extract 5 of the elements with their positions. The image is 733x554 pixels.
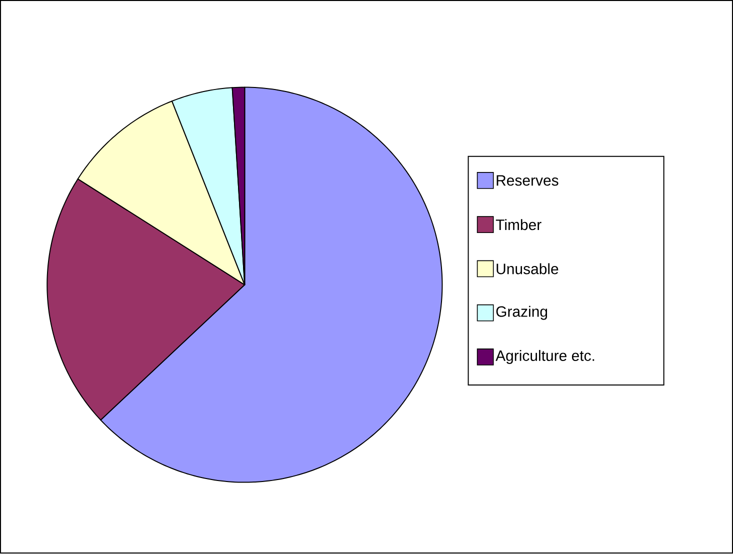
legend-label: Grazing [496, 306, 548, 320]
legend-label: Reserves [496, 176, 558, 186]
legend-label: Unusable [496, 263, 558, 274]
legend-label: Agriculture etc. [496, 350, 594, 364]
legend-label: Timber [496, 219, 542, 230]
